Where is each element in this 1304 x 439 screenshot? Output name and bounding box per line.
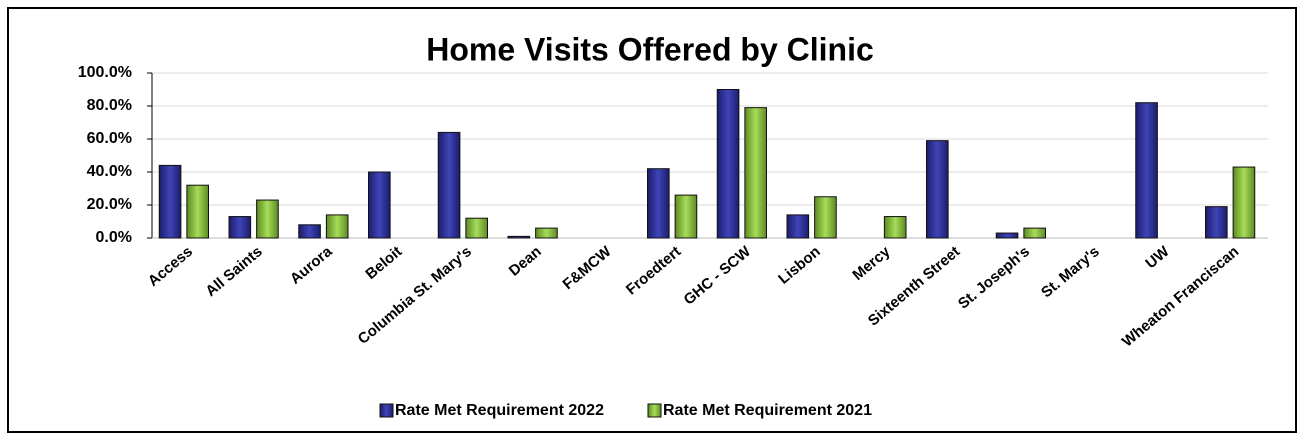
bar — [465, 217, 488, 239]
legend-label: Rate Met Requirement 2021 — [663, 402, 872, 419]
chart-title: Home Visits Offered by Clinic — [426, 31, 874, 67]
legend-swatch — [647, 403, 662, 418]
bar — [716, 89, 740, 239]
bar — [674, 194, 698, 239]
bar — [1023, 227, 1046, 239]
bar — [298, 224, 321, 239]
bar — [325, 214, 349, 239]
bar — [883, 216, 907, 239]
bar — [995, 232, 1019, 239]
bar — [437, 131, 461, 239]
bar — [1205, 206, 1228, 239]
bar — [1135, 102, 1158, 239]
bar — [368, 171, 391, 239]
y-tick-label: 80.0% — [87, 97, 132, 114]
bar — [507, 235, 531, 239]
bar — [256, 199, 279, 239]
bar — [186, 184, 209, 239]
legend-label: Rate Met Requirement 2022 — [395, 402, 604, 419]
y-tick-label: 0.0% — [96, 229, 132, 246]
bar — [228, 216, 252, 239]
bar — [786, 214, 810, 239]
bar — [926, 140, 949, 239]
bar — [158, 164, 182, 239]
bar — [814, 196, 837, 239]
bar — [744, 107, 767, 239]
bar — [1232, 166, 1256, 239]
legend-swatch — [379, 403, 394, 418]
y-tick-label: 60.0% — [87, 130, 132, 147]
y-tick-label: 40.0% — [87, 163, 132, 180]
bar — [535, 227, 558, 239]
y-tick-label: 100.0% — [78, 64, 132, 81]
y-tick-label: 20.0% — [87, 196, 132, 213]
bar — [647, 168, 670, 239]
